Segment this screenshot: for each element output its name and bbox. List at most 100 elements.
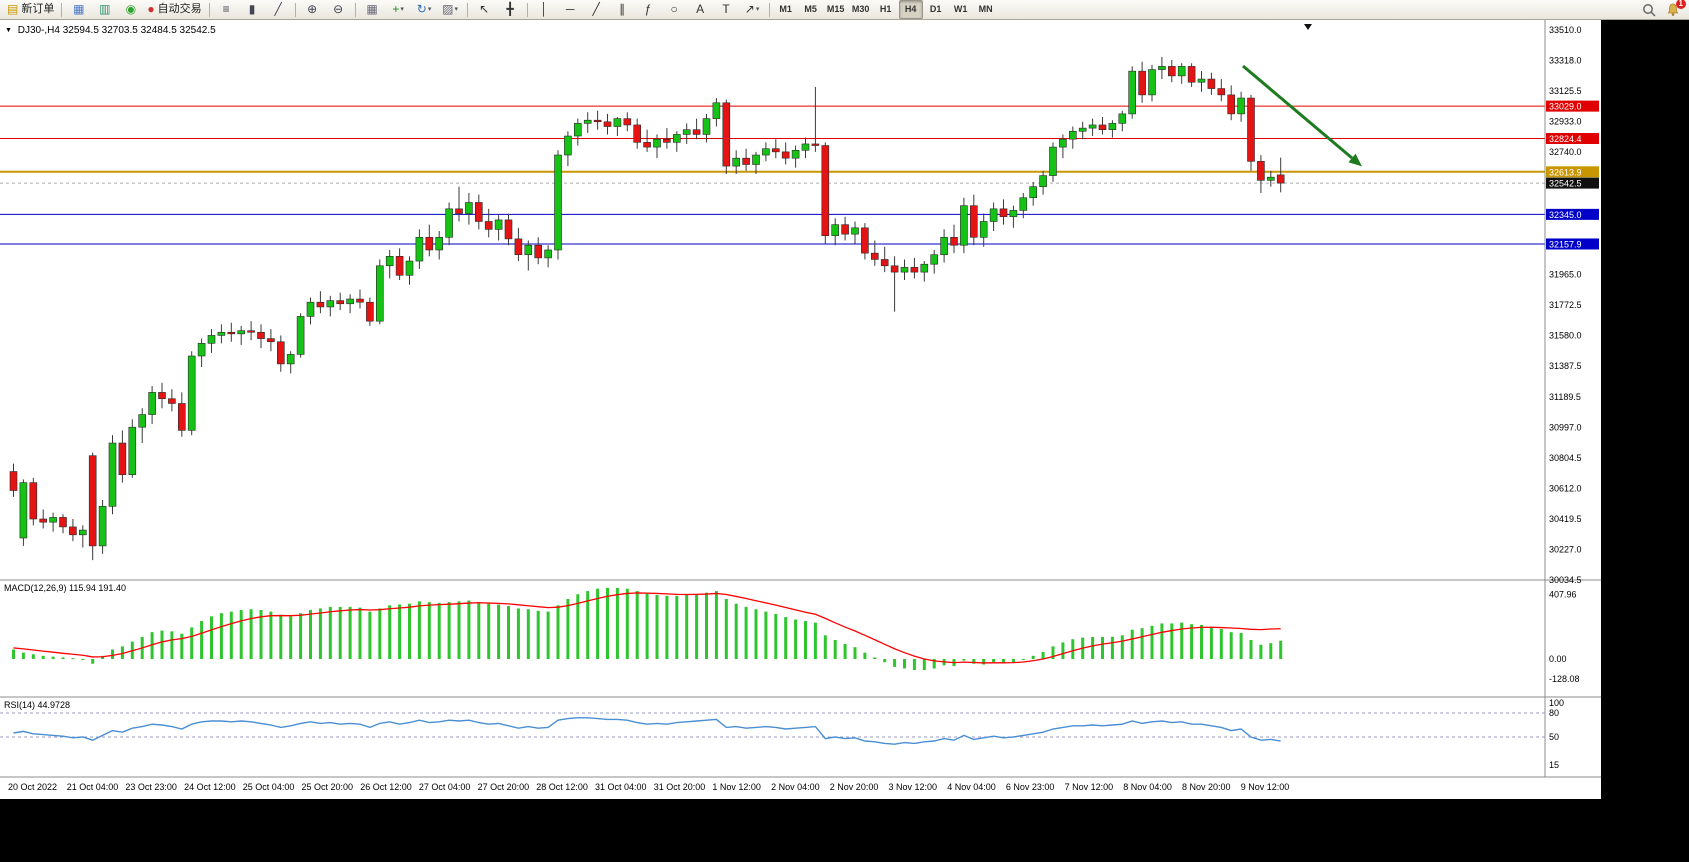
indicators-button[interactable]: + ▾ [386, 0, 411, 19]
scroll-marker-icon[interactable] [1304, 24, 1312, 30]
macd-bar [695, 594, 699, 659]
macd-bar [1190, 624, 1194, 659]
macd-bar [467, 600, 471, 659]
zoom-in-button[interactable]: ⊕ [300, 0, 325, 19]
autotrading-button[interactable]: ● 自动交易 [144, 0, 204, 19]
candle-body [781, 151, 790, 159]
fibonacci-button[interactable]: ƒ [636, 0, 661, 19]
chart-line-button[interactable]: ╱ [266, 0, 291, 19]
macd-bar [784, 617, 788, 659]
candle-body [29, 482, 38, 520]
macd-bar [219, 613, 223, 659]
arrow-head-icon [1348, 153, 1362, 167]
candle-body [19, 482, 28, 539]
candle-body [752, 154, 760, 165]
timeframe-m5-button[interactable]: M5 [804, 4, 817, 14]
candle-body [1158, 66, 1166, 70]
timeframe-mn-button[interactable]: MN [978, 4, 993, 14]
market-watch-button[interactable]: ▥ [92, 0, 117, 19]
date-axis-label: 27 Oct 20:00 [478, 782, 530, 792]
macd-bar [1269, 643, 1273, 659]
candle-body [455, 208, 463, 214]
arrows-button[interactable]: ↗ ▾ [740, 0, 765, 19]
timeframe-h1-button[interactable]: H1 [879, 4, 892, 14]
rsi-indicator-label: RSI(14) 44.9728 [4, 700, 70, 710]
candle-body [435, 237, 444, 251]
macd-bar [1002, 659, 1005, 663]
candle-body [821, 145, 830, 237]
chart-candles-button[interactable]: ▮ [240, 0, 265, 19]
search-button[interactable] [1641, 2, 1657, 18]
macd-axis-label: -128.08 [1549, 674, 1580, 684]
candle-body [1128, 70, 1136, 115]
horizontal-line-button[interactable]: ─ [558, 0, 583, 19]
chart-bars-button[interactable]: ≡ [214, 0, 239, 19]
candle-body [336, 300, 345, 305]
macd-bar [111, 649, 114, 659]
candle-body [98, 506, 107, 547]
candle-body [613, 118, 622, 127]
macd-bar [1160, 623, 1164, 659]
macd-indicator-label: MACD(12,26,9) 115.94 191.40 [4, 583, 126, 593]
macd-bar [1110, 636, 1114, 659]
macd-bar [338, 606, 342, 659]
timeframe-h4-button[interactable]: H4 [898, 0, 923, 19]
candle-body [118, 442, 127, 475]
templates-button[interactable]: ▨ ▾ [438, 0, 463, 19]
zoom-out-button[interactable]: ⊖ [326, 0, 351, 19]
candle-body [316, 301, 325, 308]
macd-bar [160, 630, 164, 659]
candle-body [237, 330, 245, 335]
trend-arrow-drawing[interactable] [1242, 64, 1362, 167]
tile-windows-button[interactable]: ▦ [360, 0, 385, 19]
timeframe-m1-button[interactable]: M1 [779, 4, 792, 14]
chart-collapse-icon[interactable]: ▼ [5, 27, 12, 34]
trendline-button[interactable]: ╱ [584, 0, 609, 19]
vertical-line-button[interactable]: │ [532, 0, 557, 19]
price-axis-label: 33318.0 [1549, 55, 1582, 65]
cursor-button[interactable]: ↖ [472, 0, 497, 19]
macd-bar [1031, 655, 1035, 659]
crosshair-button[interactable]: ╋ [498, 0, 523, 19]
chart-canvas[interactable]: 33510.0 33318.0 33125.5 32933.0 32740.0 31965… [0, 20, 1601, 799]
price-badge-label: 32157.9 [1549, 239, 1582, 249]
candle-body [672, 134, 681, 143]
equidistant-channel-icon: ∥ [619, 2, 626, 16]
notifications-button[interactable]: 1 [1665, 0, 1686, 18]
date-axis-label: 8 Nov 20:00 [1182, 782, 1231, 792]
macd-bar [170, 631, 174, 659]
macd-title: MACD(12,26,9) [4, 583, 67, 593]
date-axis-label: 28 Oct 12:00 [536, 782, 588, 792]
charts-button[interactable]: ▦ [66, 0, 91, 19]
new-order-button[interactable]: ▤ 新订单 [4, 0, 57, 19]
price-axis-label: 30612.0 [1549, 484, 1582, 494]
candle-body [148, 392, 156, 415]
candle-body [663, 138, 671, 143]
price-axis-label: 31772.5 [1549, 300, 1582, 310]
date-axis-label: 1 Nov 12:00 [712, 782, 761, 792]
candle-body [861, 227, 869, 254]
timeframe-m15-button[interactable]: M15 [826, 4, 845, 14]
equidistant-channel-button[interactable]: ∥ [610, 0, 635, 19]
candle-body [59, 517, 67, 528]
price-axis-label: 30419.5 [1549, 514, 1582, 524]
refresh-button[interactable]: ↻ ▾ [412, 0, 437, 19]
price-badge-label: 33029.0 [1549, 102, 1582, 112]
timeframe-m30-button[interactable]: M30 [851, 4, 870, 14]
candle-body [128, 426, 137, 475]
toolbar-separator [61, 2, 63, 17]
macd-bar [586, 591, 590, 659]
price-badges-layer: 33029.0 32824.4 32613.9 32345.0 32157.9 32542… [1546, 100, 1599, 250]
shapes-button[interactable]: ○ [662, 0, 687, 19]
text-label-button[interactable]: T [714, 0, 739, 19]
candle-body [1267, 176, 1275, 181]
text-button[interactable]: A [688, 0, 713, 19]
toolbar-separator [526, 2, 528, 17]
timeframe-w1-button[interactable]: W1 [953, 4, 968, 14]
candle-body [1098, 124, 1107, 130]
macd-bar [1071, 639, 1075, 659]
crosshair-icon: ╋ [506, 2, 514, 16]
sound-button[interactable]: ◉ [118, 0, 143, 19]
timeframe-d1-button[interactable]: D1 [929, 4, 942, 14]
candle-body [1227, 94, 1235, 115]
